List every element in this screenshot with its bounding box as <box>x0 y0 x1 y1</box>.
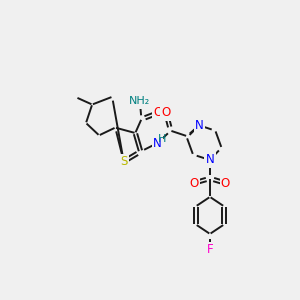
Text: N: N <box>206 154 214 166</box>
Text: O: O <box>221 177 230 190</box>
Text: H: H <box>158 134 166 144</box>
Text: NH₂: NH₂ <box>129 96 151 106</box>
Text: N: N <box>153 136 162 149</box>
Text: F: F <box>207 243 213 256</box>
Text: S: S <box>120 155 127 168</box>
Text: O: O <box>161 106 171 119</box>
Text: N: N <box>195 119 204 132</box>
Text: F: F <box>207 243 213 256</box>
Text: O: O <box>189 177 198 190</box>
Text: O: O <box>153 106 162 119</box>
Text: NH₂: NH₂ <box>129 95 151 108</box>
